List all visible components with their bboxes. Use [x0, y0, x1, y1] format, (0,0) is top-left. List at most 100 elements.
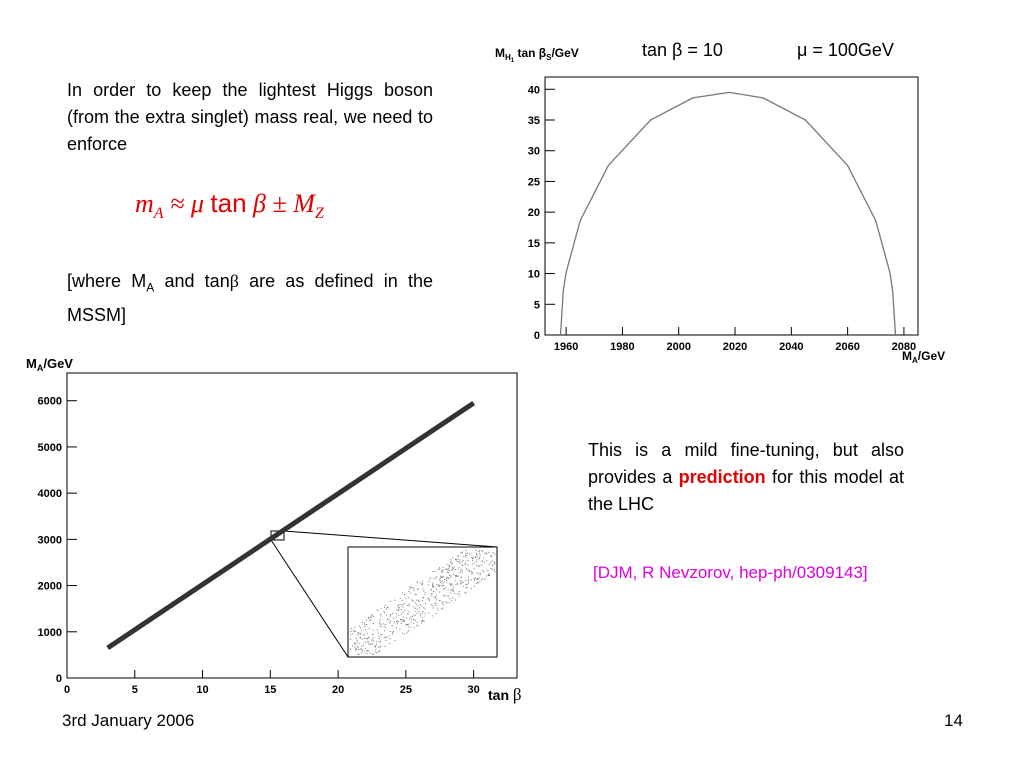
inset-dot: [402, 611, 404, 613]
y-tick-label: 2000: [38, 581, 62, 593]
inset-dot: [476, 559, 478, 561]
inset-dot: [492, 552, 494, 554]
formula-part: ≈ μ: [163, 189, 211, 218]
inset-dot: [459, 559, 461, 561]
inset-dot: [446, 582, 448, 584]
inset-dot: [460, 582, 462, 584]
inset-dot: [462, 564, 464, 566]
inset-dot: [368, 641, 370, 643]
text-part: and tan: [154, 271, 230, 291]
inset-dot: [458, 567, 460, 569]
inset-dot: [489, 574, 491, 576]
inset-dot: [461, 551, 463, 553]
inset-dot: [429, 599, 431, 601]
inset-dot: [372, 634, 374, 636]
inset-dot: [354, 643, 356, 645]
inset-dot: [350, 639, 352, 641]
inset-dot: [446, 568, 448, 570]
highlight: prediction: [678, 467, 766, 487]
inset-dot: [431, 593, 433, 595]
inset-dot: [447, 569, 449, 571]
inset-dot: [434, 571, 436, 573]
inset-dot: [357, 653, 359, 655]
inset-dot: [465, 587, 467, 589]
inset-dot: [458, 595, 460, 597]
inset-dot: [364, 626, 366, 628]
inset-dot: [473, 562, 475, 564]
inset-dot: [455, 576, 457, 578]
inset-dot: [375, 649, 377, 651]
inset-dot: [383, 606, 385, 608]
inset-dot: [435, 612, 437, 614]
inset-dot: [395, 616, 397, 618]
inset-dot: [487, 575, 489, 577]
inset-dot: [452, 590, 454, 592]
inset-dot: [488, 573, 490, 575]
inset-dot: [413, 614, 415, 616]
inset-dot: [378, 638, 380, 640]
inset-dot: [350, 627, 352, 629]
inset-dot: [420, 622, 422, 624]
inset-dot: [488, 551, 490, 553]
inset-dot: [436, 607, 438, 609]
inset-dot: [494, 562, 496, 564]
inset-dot: [384, 630, 386, 632]
inset-dot: [417, 588, 419, 590]
text-part: [where M: [67, 271, 147, 291]
inset-dot: [407, 613, 409, 615]
x-tick-label: 25: [400, 684, 412, 696]
inset-dot: [389, 630, 391, 632]
inset-dot: [404, 602, 406, 604]
inset-dot: [413, 587, 415, 589]
inset-dot: [414, 607, 416, 609]
inset-dot: [452, 588, 454, 590]
inset-dot: [450, 575, 452, 577]
label-part: A: [912, 356, 918, 365]
x-tick-label: 2040: [779, 341, 803, 353]
inset-dot: [358, 648, 360, 650]
inset-dot: [447, 568, 449, 570]
inset-dot: [438, 585, 440, 587]
inset-dot: [400, 622, 402, 624]
inset-dot: [442, 570, 444, 572]
inset-dot: [454, 559, 456, 561]
inset-dot: [450, 559, 452, 561]
inset-dot: [443, 601, 445, 603]
y-tick-label: 3000: [38, 534, 62, 546]
inset-dot: [424, 613, 426, 615]
y-tick-label: 0: [534, 330, 540, 342]
inset-dot: [418, 601, 420, 603]
inset-dot: [416, 581, 418, 583]
inset-dot: [367, 650, 369, 652]
inset-dot: [485, 553, 487, 555]
inset-dot: [476, 555, 478, 557]
inset-dot: [441, 577, 443, 579]
inset-dot: [364, 629, 366, 631]
inset-dot: [387, 606, 389, 608]
inset-dot: [368, 627, 370, 629]
inset-dot: [401, 621, 403, 623]
inset-dot: [472, 556, 474, 558]
inset-dot: [397, 604, 399, 606]
x-tick-label: 20: [332, 684, 344, 696]
inset-dot: [366, 638, 368, 640]
inset-dot: [477, 577, 479, 579]
inset-dot: [436, 599, 438, 601]
inset-dot: [440, 575, 442, 577]
inset-dot: [369, 653, 371, 655]
inset-dot: [350, 648, 352, 650]
label-part: β: [513, 685, 522, 704]
inset-dot: [432, 586, 434, 588]
inset-dot: [460, 576, 462, 578]
inset-dot: [380, 613, 382, 615]
inset-dot: [439, 591, 441, 593]
inset-dot: [371, 639, 373, 641]
inset-dot: [421, 619, 423, 621]
inset-dot: [457, 555, 459, 557]
inset-dot: [400, 619, 402, 621]
inset-dot: [440, 608, 442, 610]
inset-dot: [411, 621, 413, 623]
inset-dot: [429, 578, 431, 580]
inset-dot: [450, 562, 452, 564]
inset-dot: [476, 572, 478, 574]
